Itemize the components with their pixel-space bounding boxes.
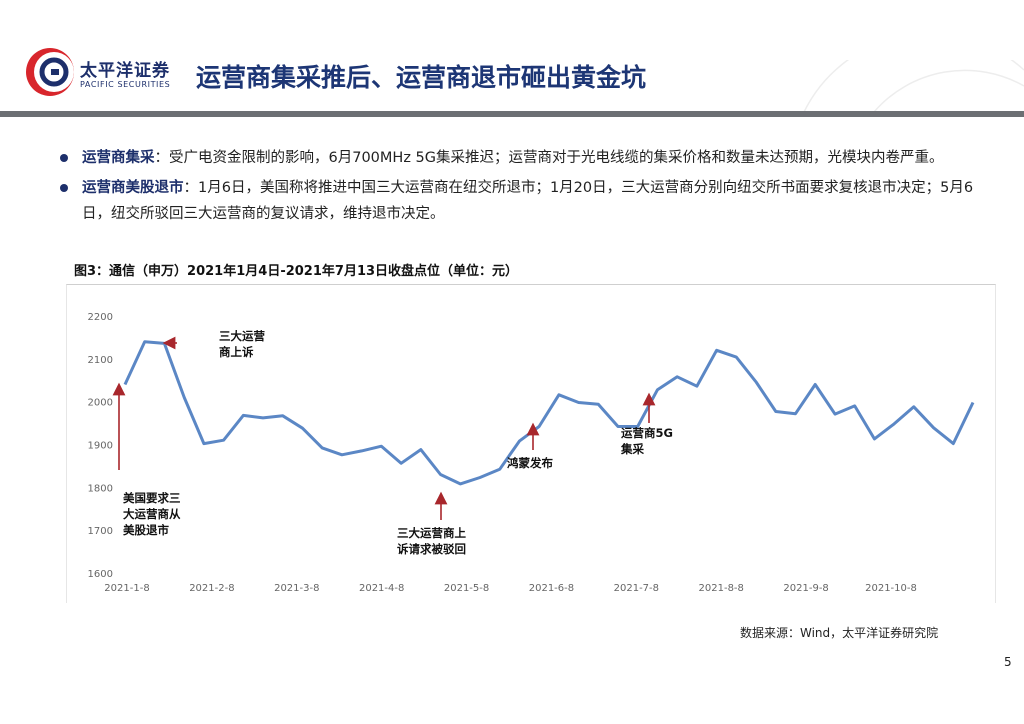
bullet-heading: 运营商集采 (82, 150, 155, 166)
company-logo: 太平洋证券 PACIFIC SECURITIES (24, 42, 190, 102)
x-tick-label: 2021-10-8 (865, 583, 917, 594)
bullet-heading: 运营商美股退市 (82, 180, 184, 196)
annotation-label: 运营商5G (621, 426, 673, 440)
y-tick-label: 2100 (88, 355, 113, 366)
y-tick-label: 1800 (88, 483, 113, 494)
x-tick-label: 2021-3-8 (274, 583, 319, 594)
header-divider (0, 111, 1024, 117)
bullet-text: ：受广电资金限制的影响，6月700MHz 5G集采推迟；运营商对于光电线缆的集采… (154, 150, 944, 166)
y-tick-label: 1600 (88, 569, 113, 580)
annotation-label: 三大运营 (219, 329, 265, 343)
bullet-dot (60, 154, 68, 162)
page-title: 运营商集采推后、运营商退市砸出黄金坑 (196, 63, 647, 92)
x-tick-label: 2021-4-8 (359, 583, 404, 594)
annotation-label: 三大运营商上 (397, 526, 466, 540)
logo-english-name: PACIFIC SECURITIES (80, 80, 171, 89)
bullet-dot (60, 184, 68, 192)
series-line (123, 340, 975, 486)
x-tick-label: 2021-7-8 (614, 583, 659, 594)
y-tick-label: 2000 (88, 398, 113, 409)
x-tick-label: 2021-5-8 (444, 583, 489, 594)
annotation-label: 商上诉 (219, 345, 254, 359)
annotation-label: 鸿蒙发布 (507, 456, 553, 470)
y-tick-label: 1700 (88, 526, 113, 537)
logo-chinese-name: 太平洋证券 (80, 61, 170, 81)
bullet-item: 运营商美股退市：1月6日，美国称将推进中国三大运营商在纽交所退市；1月20日，三… (60, 175, 1000, 227)
x-tick-label: 2021-1-8 (104, 583, 149, 594)
annotation-label: 美国要求三 (123, 491, 181, 505)
closing-price-line-chart: 1600 1700 1800 1900 2000 2100 2200 2021-1-8 2021… (88, 312, 975, 594)
annotation-label: 大运营商从 (123, 507, 181, 521)
header: 太平洋证券 PACIFIC SECURITIES 运营商集采推后、运营商退市砸出… (0, 0, 1024, 118)
chart-frame: 1600 1700 1800 1900 2000 2100 2200 2021-1-8 2021… (66, 284, 996, 603)
page-number: 5 (1004, 655, 1012, 669)
annotation-label: 集采 (620, 442, 644, 456)
x-tick-label: 2021-2-8 (189, 583, 234, 594)
bullet-list: 运营商集采：受广电资金限制的影响，6月700MHz 5G集采推迟；运营商对于光电… (60, 145, 1000, 231)
bullet-item: 运营商集采：受广电资金限制的影响，6月700MHz 5G集采推迟；运营商对于光电… (60, 145, 1000, 171)
x-tick-label: 2021-6-8 (529, 583, 574, 594)
y-tick-label: 2200 (88, 312, 113, 323)
decorative-arcs (803, 60, 1024, 112)
annotation-label: 诉请求被驳回 (397, 542, 466, 556)
pacific-logo-icon (26, 48, 74, 96)
figure-title: 图3：通信（申万）2021年1月4日-2021年7月13日收盘点位（单位：元） (74, 264, 519, 279)
annotation-label: 美股退市 (123, 523, 169, 537)
y-tick-label: 1900 (88, 441, 113, 452)
x-tick-label: 2021-8-8 (699, 583, 744, 594)
x-tick-label: 2021-9-8 (783, 583, 828, 594)
data-source: 数据来源：Wind，太平洋证券研究院 (740, 626, 939, 640)
bullet-text: ：1月6日，美国称将推进中国三大运营商在纽交所退市；1月20日，三大运营商分别向… (82, 180, 974, 222)
